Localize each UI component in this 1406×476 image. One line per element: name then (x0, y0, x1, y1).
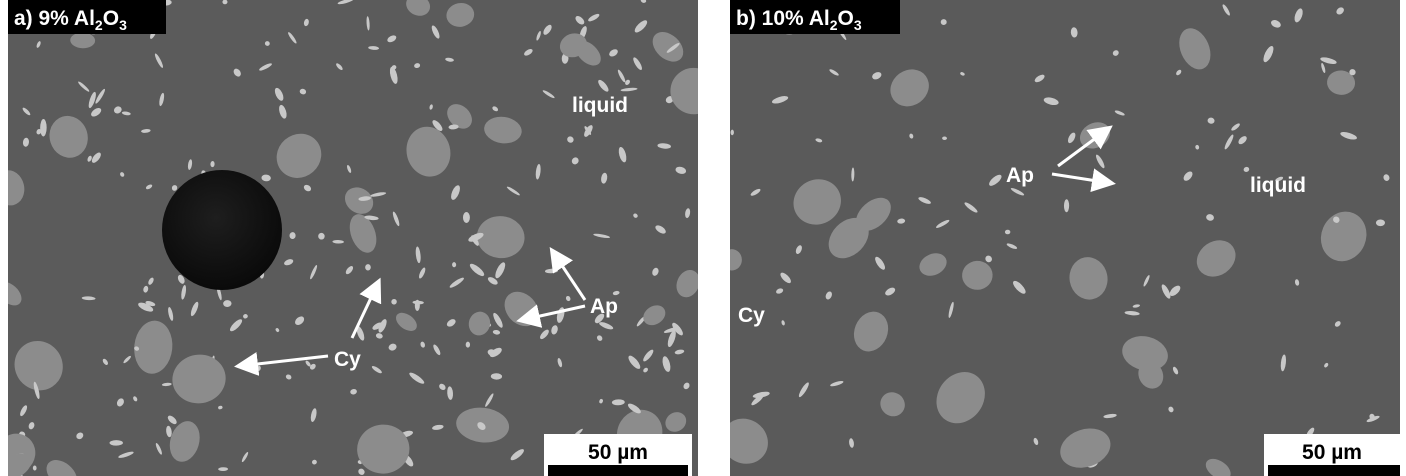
annotation: liquid (572, 94, 628, 117)
bubble (162, 170, 282, 290)
annotation: Cy (738, 304, 765, 327)
annotation: liquid (1250, 174, 1306, 197)
scale-label: 50 µm (588, 441, 648, 464)
annotation: Cy (334, 348, 361, 371)
annotation: Ap (1006, 164, 1034, 187)
crystal (466, 342, 470, 348)
figure: a) 9% Al2O3 liquid Cy Ap 50 µm b) 10% Al… (0, 0, 1406, 476)
annotation: Ap (590, 295, 618, 318)
panel-label: b) 10% Al2O3 (736, 7, 862, 33)
crystal (463, 212, 470, 223)
crystal (722, 249, 742, 270)
scale-label: 50 µm (1302, 441, 1362, 464)
panel-label: a) 9% Al2O3 (14, 7, 127, 33)
scale-bar (548, 465, 688, 476)
scale-bar (1268, 465, 1400, 476)
crystal (1005, 230, 1010, 235)
